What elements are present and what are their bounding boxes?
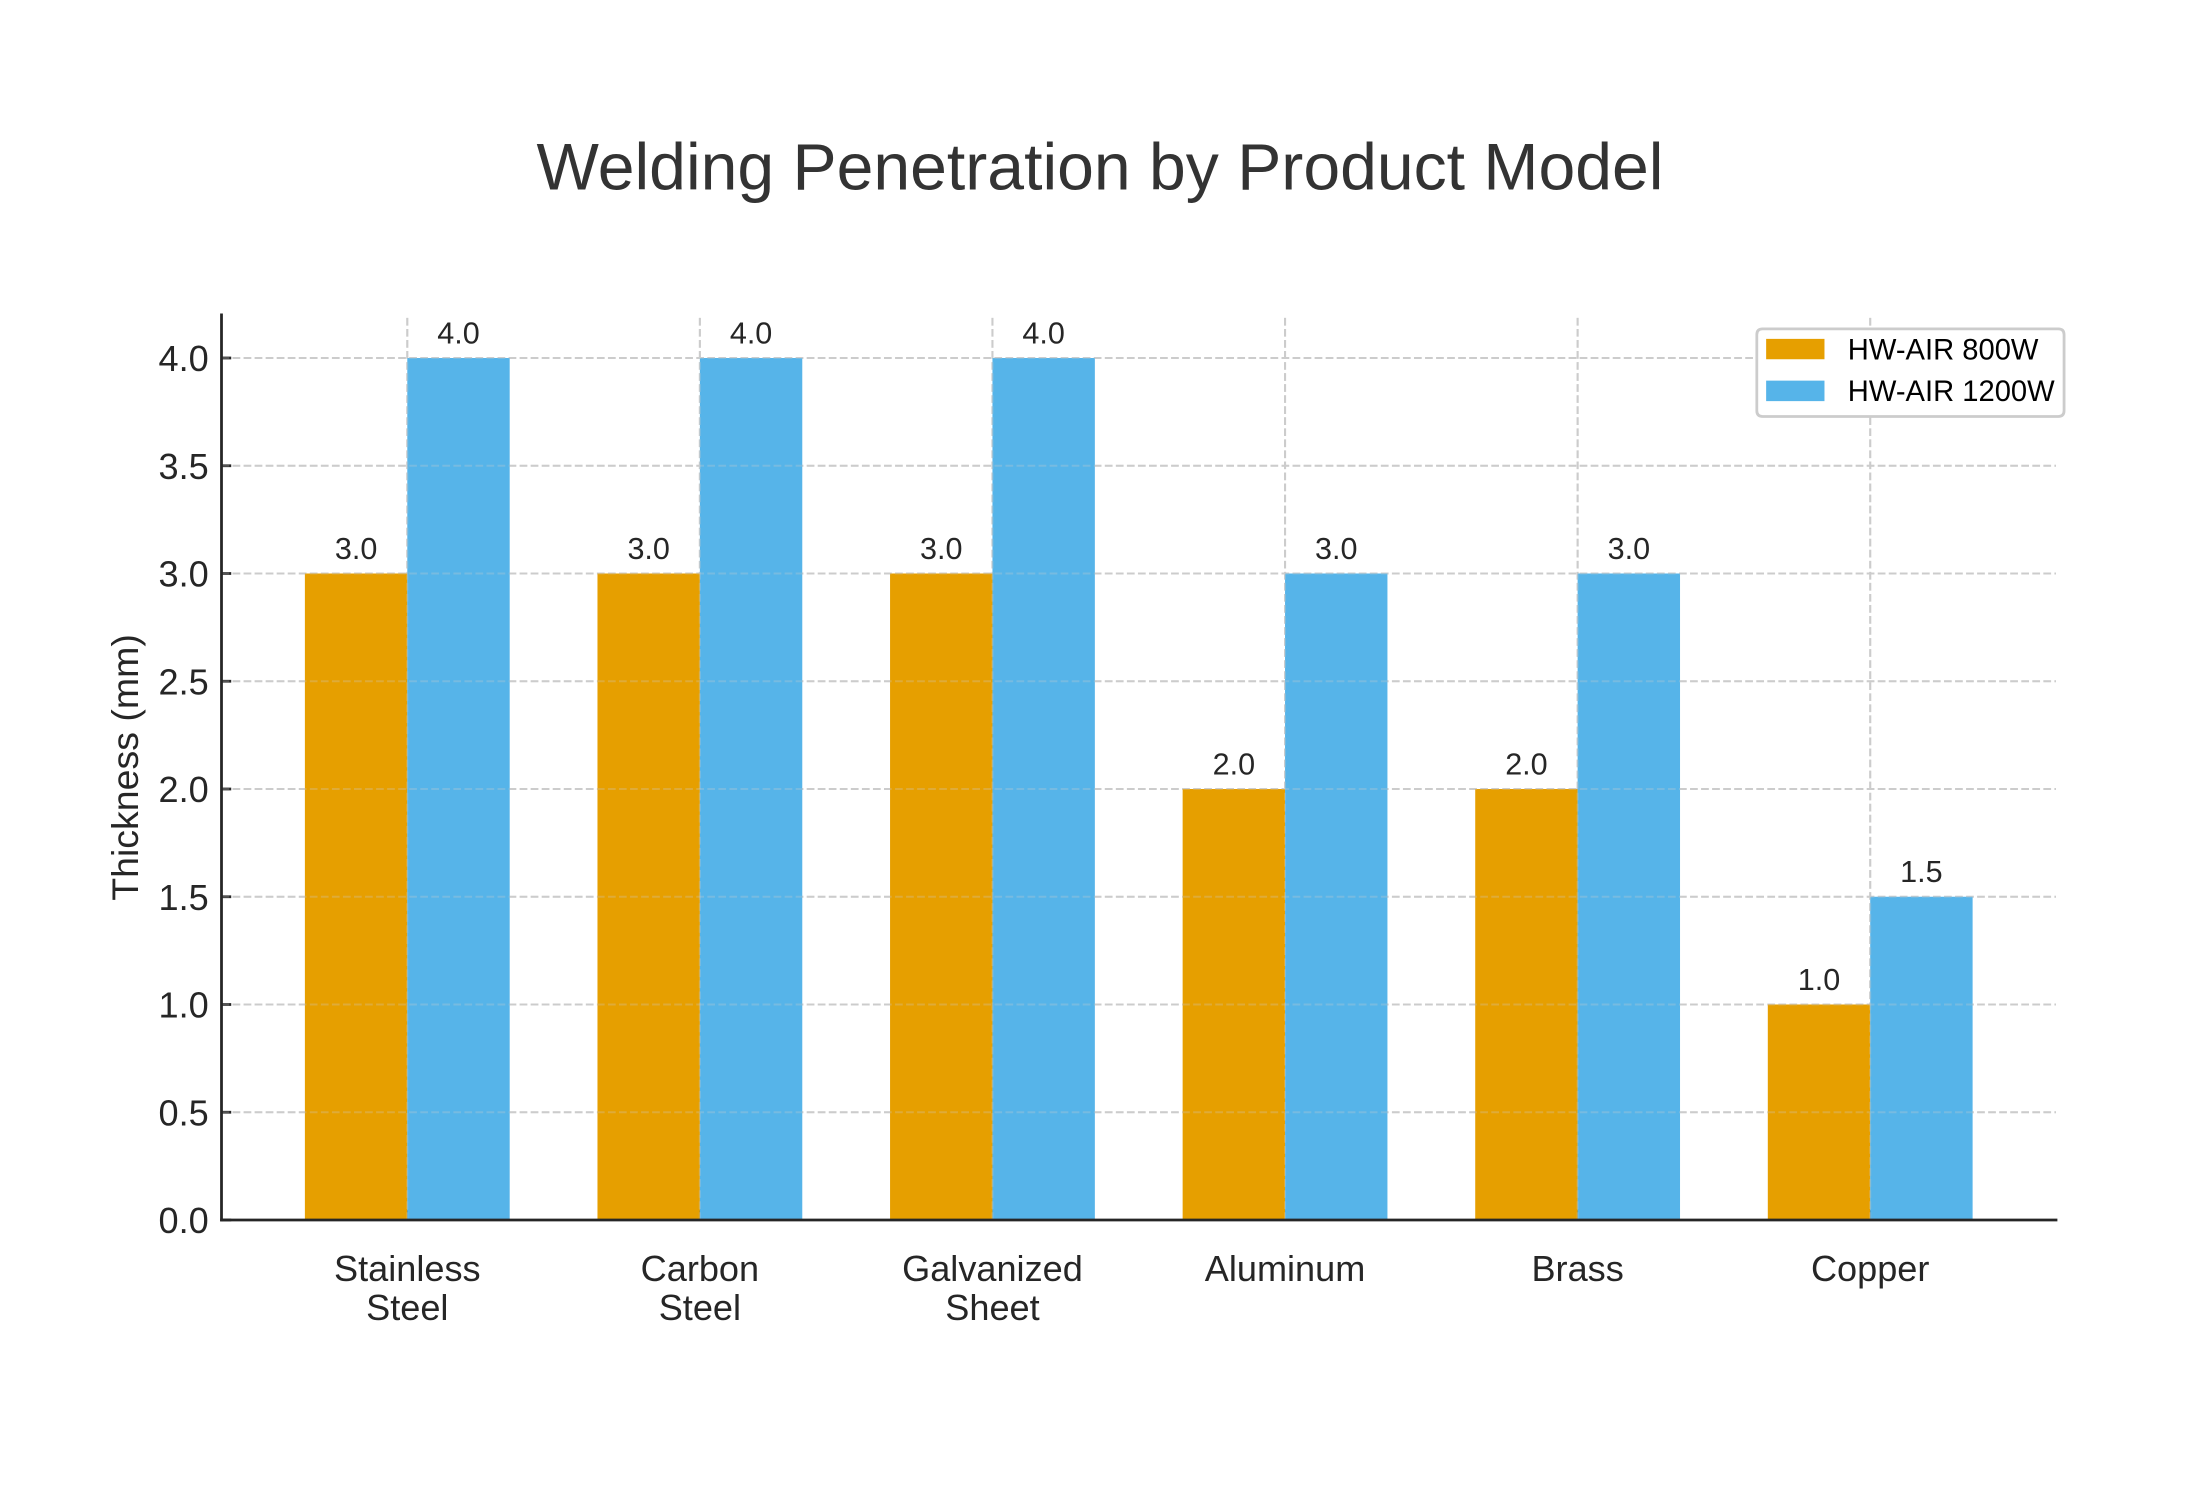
svg-text:Thickness (mm): Thickness (mm) xyxy=(104,634,146,901)
svg-text:3.5: 3.5 xyxy=(159,446,209,487)
svg-text:2.0: 2.0 xyxy=(1505,747,1547,781)
svg-text:0.5: 0.5 xyxy=(159,1092,209,1133)
svg-text:1.5: 1.5 xyxy=(159,877,209,918)
svg-text:3.0: 3.0 xyxy=(920,532,962,566)
svg-text:1.0: 1.0 xyxy=(159,985,209,1026)
svg-text:3.0: 3.0 xyxy=(1608,532,1650,566)
svg-text:4.0: 4.0 xyxy=(730,316,772,350)
svg-text:0.0: 0.0 xyxy=(159,1200,209,1241)
svg-text:Stainless: Stainless xyxy=(334,1248,481,1289)
svg-text:4.0: 4.0 xyxy=(1022,316,1064,350)
svg-text:HW-AIR 800W: HW-AIR 800W xyxy=(1848,334,2039,366)
svg-text:Aluminum: Aluminum xyxy=(1205,1248,1366,1289)
svg-text:Brass: Brass xyxy=(1531,1248,1623,1289)
svg-text:3.0: 3.0 xyxy=(627,532,669,566)
svg-text:Steel: Steel xyxy=(366,1287,448,1328)
svg-text:Copper: Copper xyxy=(1811,1248,1929,1289)
svg-text:HW-AIR 1200W: HW-AIR 1200W xyxy=(1848,376,2055,408)
svg-text:3.0: 3.0 xyxy=(335,532,377,566)
svg-text:Steel: Steel xyxy=(659,1287,741,1328)
svg-text:2.0: 2.0 xyxy=(159,769,209,810)
svg-text:3.0: 3.0 xyxy=(159,554,209,595)
svg-text:2.0: 2.0 xyxy=(1213,747,1255,781)
svg-text:Galvanized: Galvanized xyxy=(902,1248,1083,1289)
svg-text:Carbon: Carbon xyxy=(641,1248,759,1289)
svg-text:4.0: 4.0 xyxy=(159,338,209,379)
svg-text:2.5: 2.5 xyxy=(159,661,209,702)
svg-text:Sheet: Sheet xyxy=(945,1287,1039,1328)
svg-text:Welding Penetration by Product: Welding Penetration by Product Model xyxy=(537,130,1664,204)
svg-text:4.0: 4.0 xyxy=(437,316,479,350)
svg-text:1.5: 1.5 xyxy=(1900,855,1942,889)
svg-text:1.0: 1.0 xyxy=(1798,963,1840,997)
svg-text:3.0: 3.0 xyxy=(1315,532,1357,566)
